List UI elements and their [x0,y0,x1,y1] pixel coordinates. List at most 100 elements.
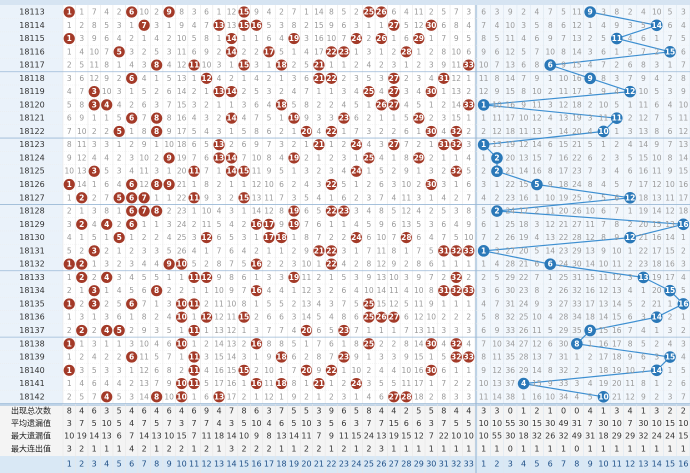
red-miss: 12 [264,392,274,401]
red-ball [338,112,350,124]
red-miss: 11 [202,220,212,229]
red-miss: 3 [129,260,134,269]
blue-miss: 16 [559,153,569,162]
red-miss: 10 [402,180,412,189]
blue-miss: 17 [639,180,649,189]
red-miss: 2 [404,260,409,269]
red-miss: 1 [79,286,84,295]
red-miss: 10 [464,233,474,242]
blue-miss: 7 [521,74,526,83]
blue-miss: 22 [506,180,516,189]
blue-miss: 9 [481,47,486,56]
blue-miss: 9 [495,326,500,335]
red-miss: 1 [329,273,334,282]
red-miss: 5 [254,87,259,96]
blue-miss: 1 [628,207,633,216]
red-ball [375,311,387,323]
red-miss: 1 [254,392,259,401]
red-miss: 1 [167,273,172,282]
summary-value: 2 [142,444,147,453]
red-miss: 9 [354,353,359,362]
blue-miss: 12 [532,114,542,123]
red-miss: 2 [304,153,309,162]
red-ball [225,32,238,45]
red-miss: 1 [104,114,109,123]
red-ball [101,271,113,283]
red-miss: 1 [342,366,347,375]
blue-miss: 10 [532,87,542,96]
red-miss: 1 [129,313,134,322]
red-ball [113,324,125,337]
red-miss: 1 [229,61,234,70]
red-ball-number: 19 [289,153,299,162]
summary-value: 1 [481,444,486,453]
blue-miss: 19 [612,366,622,375]
red-miss: 1 [404,61,409,70]
blue-miss: 1 [495,180,500,189]
red-ball [275,59,288,71]
blue-ball [650,364,663,377]
red-miss: 3 [354,207,359,216]
red-miss: 9 [229,286,234,295]
blue-miss: 9 [641,392,646,401]
summary-value: 19 [389,432,399,441]
red-ball-number: 14 [226,87,236,96]
red-miss: 2 [429,8,434,17]
red-miss: 2 [104,246,109,255]
red-miss: 8 [454,21,459,30]
red-miss: 6 [404,34,409,43]
blue-miss: 5 [681,366,686,375]
blue-miss: 9 [521,100,526,109]
red-miss: 2 [242,392,247,401]
red-miss: 6 [192,140,197,149]
red-miss: 15 [377,299,387,308]
red-ball [238,364,250,376]
blue-miss: 11 [599,114,609,123]
red-miss: 5 [242,260,247,269]
blue-miss: 1 [481,260,486,269]
red-ball [113,125,125,138]
red-ball-number: 16 [251,339,261,348]
summary-value: 5 [466,419,471,428]
red-ball-number: 22 [326,47,336,56]
red-miss: 3 [217,61,222,70]
red-miss: 1 [354,153,359,162]
summary-value: 12 [414,432,424,441]
red-ball [388,139,400,151]
red-miss: 2 [217,114,222,123]
summary-value: 1 [104,444,109,453]
red-miss: 2 [117,74,122,83]
blue-ball [650,19,663,32]
red-miss: 10 [89,47,99,56]
summary-value: 1 [192,444,197,453]
red-ball [463,351,475,363]
summary-value: 1 [429,444,434,453]
red-ball [450,245,462,257]
blue-miss: 6 [548,140,553,149]
red-miss: 1 [329,61,334,70]
blue-miss: 7 [495,299,500,308]
red-ball [363,6,375,18]
blue-ball [610,112,623,124]
red-ball [101,99,113,111]
red-miss: 8 [204,180,209,189]
red-miss: 2 [304,353,309,362]
summary-value: 1 [279,444,284,453]
red-miss: 8 [142,127,147,136]
blue-miss: 15 [532,379,542,388]
red-miss: 3 [254,326,259,335]
blue-miss: 10 [599,100,609,109]
blue-ball-number: 2 [494,167,499,176]
red-miss: 1 [329,193,334,202]
column-number: 1 [67,460,72,469]
blue-miss: 20 [639,220,649,229]
red-miss: 16 [177,114,187,123]
summary-value: 3 [266,407,271,416]
red-miss: 11 [427,326,437,335]
red-ball [76,271,88,283]
summary-value: 7 [79,419,84,428]
red-ball-number: 26 [376,8,386,17]
blue-miss: 8 [641,379,646,388]
red-miss: 12 [214,313,224,322]
blue-miss: 16 [585,286,595,295]
